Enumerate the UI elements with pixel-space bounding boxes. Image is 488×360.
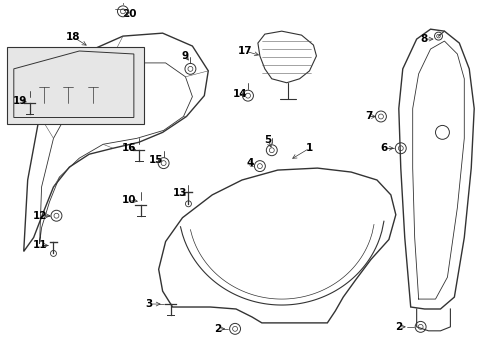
- Text: 7: 7: [365, 112, 372, 121]
- Text: 17: 17: [237, 46, 252, 56]
- Text: 11: 11: [32, 240, 47, 251]
- Text: 16: 16: [122, 143, 136, 153]
- Text: 19: 19: [13, 96, 27, 105]
- Text: 3: 3: [145, 299, 152, 309]
- Text: 14: 14: [232, 89, 247, 99]
- Text: 6: 6: [380, 143, 387, 153]
- Circle shape: [185, 201, 191, 207]
- Text: 15: 15: [148, 155, 163, 165]
- Text: 2: 2: [214, 324, 222, 334]
- Text: 4: 4: [246, 158, 253, 168]
- Text: 2: 2: [394, 322, 402, 332]
- Text: 13: 13: [173, 188, 187, 198]
- Text: 18: 18: [66, 32, 81, 42]
- Text: 20: 20: [122, 9, 136, 19]
- Bar: [7, 47, 143, 125]
- Text: 5: 5: [264, 135, 271, 145]
- Circle shape: [50, 251, 56, 256]
- Text: 1: 1: [305, 143, 312, 153]
- Text: 9: 9: [182, 51, 189, 61]
- Text: 10: 10: [122, 195, 136, 205]
- Text: 8: 8: [419, 34, 427, 44]
- Text: 12: 12: [32, 211, 47, 221]
